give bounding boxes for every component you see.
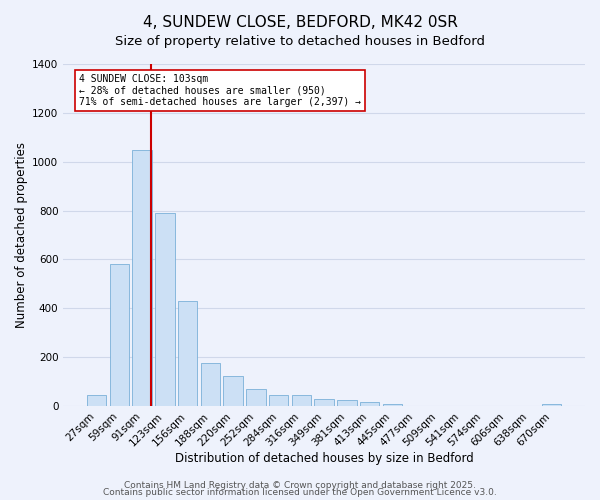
Bar <box>246 390 266 406</box>
Bar <box>87 394 106 406</box>
Bar <box>155 213 175 406</box>
Text: Contains HM Land Registry data © Crown copyright and database right 2025.: Contains HM Land Registry data © Crown c… <box>124 480 476 490</box>
Bar <box>223 376 243 406</box>
Text: Contains public sector information licensed under the Open Government Licence v3: Contains public sector information licen… <box>103 488 497 497</box>
Y-axis label: Number of detached properties: Number of detached properties <box>15 142 28 328</box>
Text: 4, SUNDEW CLOSE, BEDFORD, MK42 0SR: 4, SUNDEW CLOSE, BEDFORD, MK42 0SR <box>143 15 457 30</box>
Bar <box>269 395 289 406</box>
Bar <box>178 301 197 406</box>
Bar <box>110 264 129 406</box>
Bar <box>292 394 311 406</box>
Bar <box>383 404 402 406</box>
Bar <box>337 400 356 406</box>
Bar <box>360 402 379 406</box>
Bar <box>201 362 220 406</box>
Bar <box>314 400 334 406</box>
Bar <box>542 404 561 406</box>
Bar <box>133 150 152 406</box>
X-axis label: Distribution of detached houses by size in Bedford: Distribution of detached houses by size … <box>175 452 473 465</box>
Text: 4 SUNDEW CLOSE: 103sqm
← 28% of detached houses are smaller (950)
71% of semi-de: 4 SUNDEW CLOSE: 103sqm ← 28% of detached… <box>79 74 361 108</box>
Text: Size of property relative to detached houses in Bedford: Size of property relative to detached ho… <box>115 35 485 48</box>
